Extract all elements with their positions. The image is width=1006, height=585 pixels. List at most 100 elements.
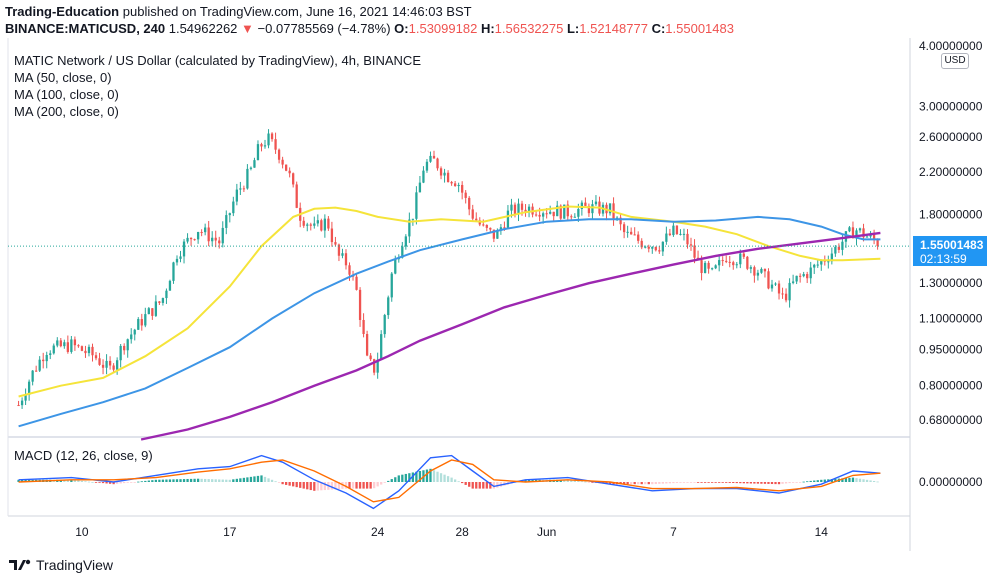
candle-body bbox=[126, 339, 129, 351]
candle-body bbox=[84, 350, 87, 354]
candle-body bbox=[45, 354, 48, 362]
macd-histogram-bar bbox=[848, 477, 851, 482]
candle-body bbox=[446, 172, 450, 183]
candle-body bbox=[457, 184, 460, 187]
candle-body bbox=[619, 217, 622, 225]
currency-button[interactable]: USD bbox=[941, 53, 969, 69]
candle-body bbox=[49, 353, 52, 355]
candle-body bbox=[700, 260, 703, 274]
candle-body bbox=[140, 319, 143, 326]
candle-body bbox=[830, 253, 833, 262]
candle-body bbox=[732, 262, 735, 266]
candle-body bbox=[200, 232, 203, 234]
macd-histogram-bar bbox=[260, 475, 263, 482]
last-price: 1.54962262 bbox=[168, 21, 238, 36]
candle-body bbox=[820, 260, 823, 265]
candle-body bbox=[517, 203, 520, 215]
macd-histogram-bar bbox=[376, 482, 379, 487]
candle-body bbox=[77, 345, 80, 347]
candle-body bbox=[848, 227, 851, 232]
candle-body bbox=[858, 228, 862, 231]
macd-histogram-bar bbox=[232, 479, 235, 482]
macd-histogram-bar bbox=[387, 480, 390, 482]
candle-body bbox=[556, 205, 559, 217]
candle-body bbox=[108, 360, 112, 366]
candle-body bbox=[179, 256, 182, 259]
macd-histogram-bar bbox=[274, 481, 277, 483]
ma50-line bbox=[18, 205, 881, 398]
candle-body bbox=[640, 240, 643, 248]
candle-body bbox=[682, 233, 686, 235]
macd-histogram-bar bbox=[770, 482, 774, 485]
candle-body bbox=[545, 213, 548, 215]
candle-body bbox=[42, 359, 45, 362]
candle-body bbox=[425, 161, 429, 171]
macd-histogram-bar bbox=[721, 482, 724, 483]
candle-body bbox=[862, 228, 865, 238]
macd-histogram-bar bbox=[358, 482, 362, 489]
candle-body bbox=[492, 229, 495, 239]
candle-body bbox=[87, 346, 91, 354]
candle-body bbox=[182, 241, 186, 257]
macd-histogram-bar bbox=[563, 479, 566, 482]
candle-body bbox=[123, 345, 126, 351]
candle-body bbox=[718, 260, 721, 266]
low-value: 1.52148777 bbox=[579, 21, 648, 36]
macd-histogram-bar bbox=[707, 482, 710, 483]
macd-histogram-bar bbox=[570, 480, 573, 482]
macd-histogram-bar bbox=[158, 479, 161, 482]
macd-histogram-bar bbox=[249, 476, 253, 482]
macd-histogram-bar bbox=[605, 482, 608, 484]
macd-histogram-bar bbox=[165, 479, 168, 482]
candle-body bbox=[151, 308, 154, 316]
macd-histogram-bar bbox=[834, 478, 837, 482]
candle-body bbox=[415, 192, 418, 219]
macd-histogram-bar bbox=[383, 482, 386, 483]
macd-histogram-bar bbox=[179, 479, 182, 482]
candle-body bbox=[267, 133, 270, 146]
macd-histogram-bar bbox=[284, 482, 288, 485]
macd-histogram-bar bbox=[644, 482, 647, 485]
candle-body bbox=[73, 339, 77, 346]
macd-histogram-bar bbox=[453, 479, 457, 482]
macd-histogram-bar bbox=[351, 482, 355, 489]
candle-body bbox=[429, 155, 432, 162]
candle-body bbox=[615, 217, 619, 219]
macd-histogram-bar bbox=[573, 480, 576, 482]
candle-body bbox=[394, 259, 397, 274]
macd-y-tick-label: 0.00000000 bbox=[919, 475, 983, 489]
candle-body bbox=[320, 220, 323, 231]
candle-body bbox=[52, 345, 55, 354]
macd-histogram-bar bbox=[450, 477, 453, 482]
macd-histogram-bar bbox=[256, 475, 260, 482]
macd-histogram-bar bbox=[147, 480, 150, 482]
candle-body bbox=[228, 213, 231, 216]
macd-histogram-bar bbox=[334, 482, 337, 490]
macd-histogram-bar bbox=[221, 479, 224, 482]
candle-body bbox=[161, 298, 165, 303]
macd-histogram-bar bbox=[115, 482, 119, 484]
footer-brand[interactable]: TradingView bbox=[8, 557, 113, 573]
macd-histogram-bar bbox=[710, 482, 714, 483]
candle-body bbox=[112, 365, 115, 370]
last-price-label: 1.55001483 bbox=[920, 238, 984, 252]
macd-histogram-bar bbox=[686, 482, 689, 483]
macd-histogram-bar bbox=[330, 482, 334, 490]
candle-body bbox=[686, 233, 689, 245]
candle-body bbox=[510, 204, 513, 211]
candle-body bbox=[471, 209, 474, 219]
candle-body bbox=[468, 197, 471, 210]
publisher-name[interactable]: Trading-Education bbox=[5, 4, 120, 19]
y-tick-label: 1.30000000 bbox=[919, 276, 983, 290]
macd-histogram-bar bbox=[309, 482, 312, 491]
candle-body bbox=[214, 237, 217, 241]
candle-body bbox=[66, 342, 69, 352]
macd-histogram-bar bbox=[436, 471, 439, 482]
candle-body bbox=[436, 158, 439, 169]
macd-histogram-bar bbox=[306, 482, 309, 490]
ma50-legend: MA (50, close, 0) bbox=[14, 70, 112, 85]
candle-body bbox=[633, 234, 636, 236]
candle-body bbox=[147, 308, 150, 315]
price-chart[interactable]: 4.00000000 3.00000000 2.60000000 2.20000000… bbox=[0, 38, 1006, 553]
candle-body bbox=[158, 301, 161, 303]
